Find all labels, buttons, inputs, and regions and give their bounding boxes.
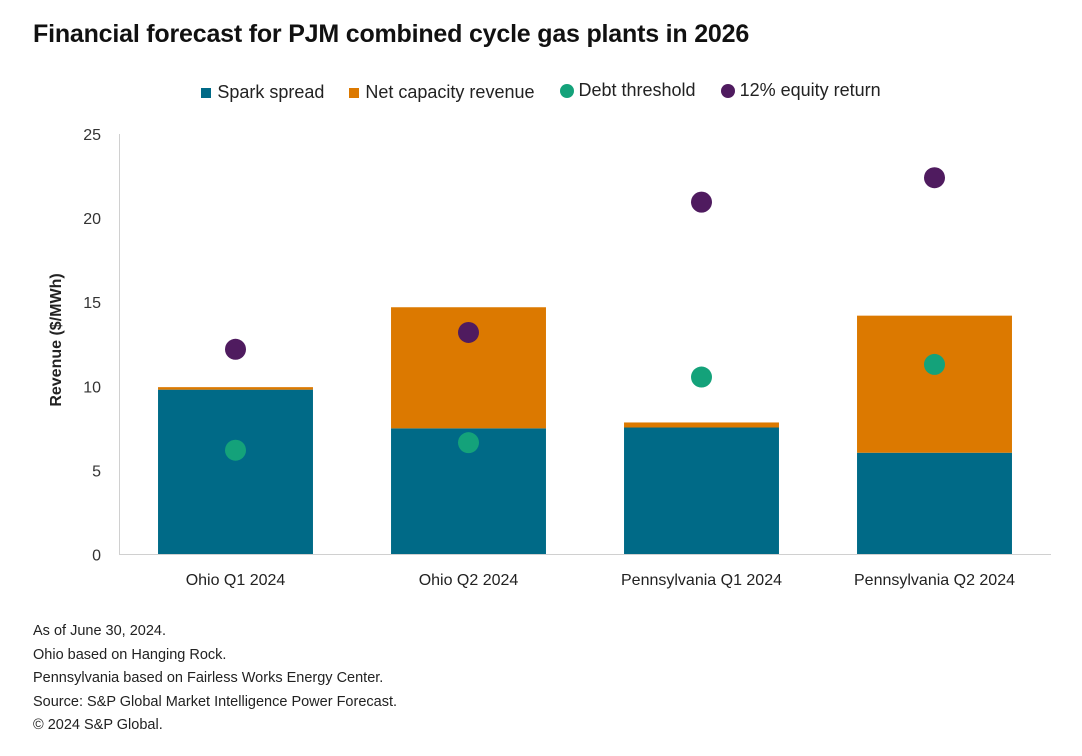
legend-item-equity-return: 12% equity return — [720, 80, 881, 101]
legend-label: 12% equity return — [739, 80, 881, 100]
legend-item-net-capacity-revenue: Net capacity revenue — [349, 82, 534, 103]
footer-notes: As of June 30, 2024. Ohio based on Hangi… — [33, 620, 397, 738]
legend-swatch-net-capacity-revenue — [349, 87, 360, 98]
bar-net-capacity-revenue — [158, 387, 313, 390]
legend-label: Net capacity revenue — [365, 82, 535, 102]
legend-swatch-debt-threshold — [559, 83, 574, 98]
footnote: Source: S&P Global Market Intelligence P… — [33, 693, 398, 710]
x-tick-label: Ohio Q1 2024 — [186, 572, 286, 589]
marker-debt-threshold — [225, 439, 246, 461]
marker-12-equity-return — [924, 167, 945, 189]
marker-12-equity-return — [691, 191, 712, 213]
footnote: As of June 30, 2024. — [33, 623, 167, 639]
legend-label: Debt threshold — [578, 80, 696, 100]
y-tick-label: 10 — [83, 379, 101, 396]
marker-debt-threshold — [691, 366, 712, 388]
bar-spark-spread — [857, 452, 1012, 555]
bar-spark-spread — [158, 389, 313, 555]
footnote: © 2024 S&P Global. — [33, 717, 163, 733]
x-tick-label: Ohio Q2 2024 — [419, 572, 519, 589]
marker-12-equity-return — [458, 321, 479, 343]
marker-12-equity-return — [225, 338, 246, 360]
legend-swatch-equity-return — [720, 83, 735, 98]
legend-item-debt-threshold: Debt threshold — [559, 80, 696, 101]
y-tick-label: 25 — [83, 127, 101, 144]
legend: Spark spread Net capacity revenue Debt t… — [0, 80, 1082, 103]
bar-net-capacity-revenue — [624, 422, 779, 428]
legend-swatch-spark-spread — [201, 87, 212, 98]
x-tick-label: Pennsylvania Q2 2024 — [854, 572, 1015, 589]
y-tick-label: 5 — [92, 463, 101, 480]
footnote: Pennsylvania based on Fairless Works Ene… — [33, 670, 384, 686]
y-axis-label: Revenue ($/MWh) — [48, 273, 65, 406]
bar-net-capacity-revenue — [857, 315, 1012, 453]
marker-debt-threshold — [458, 432, 479, 454]
y-tick-label: 20 — [83, 211, 101, 228]
bar-spark-spread — [624, 427, 779, 555]
chart-title: Financial forecast for PJM combined cycl… — [33, 20, 750, 48]
legend-label: Spark spread — [217, 82, 325, 102]
y-tick-label: 0 — [92, 548, 101, 565]
legend-item-spark-spread: Spark spread — [201, 82, 324, 103]
x-tick-label: Pennsylvania Q1 2024 — [621, 572, 782, 589]
footnote: Ohio based on Hanging Rock. — [33, 646, 227, 663]
y-tick-label: 15 — [83, 295, 101, 312]
marker-debt-threshold — [924, 353, 945, 375]
